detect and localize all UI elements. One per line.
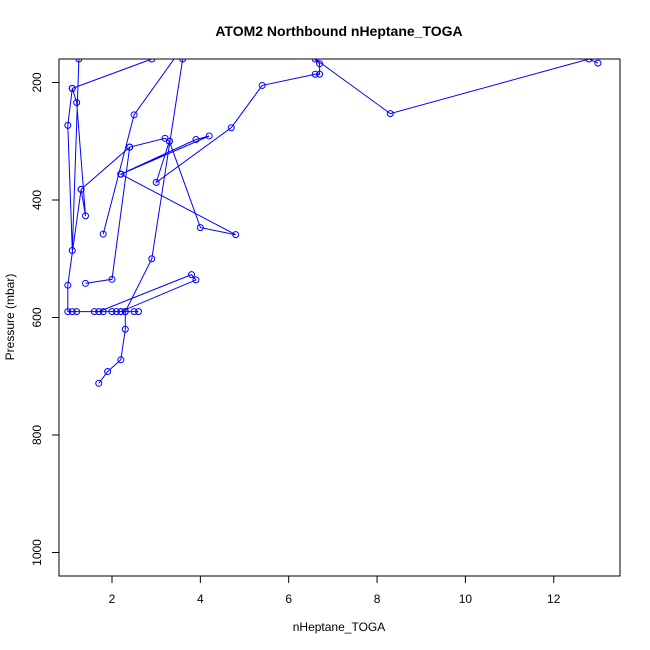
data-point: [95, 379, 103, 387]
data-series: [77, 143, 134, 193]
data-point: [121, 308, 129, 316]
data-point: [179, 59, 187, 63]
data-series: [68, 59, 156, 92]
data-point: [232, 231, 240, 239]
data-point: [68, 247, 76, 255]
data-point: [117, 170, 125, 178]
data-point: [126, 143, 134, 151]
x-tick-label: 8: [374, 592, 381, 606]
plot-area: [64, 59, 602, 387]
data-point: [386, 110, 394, 118]
data-point: [130, 308, 138, 316]
data-point: [95, 308, 103, 316]
data-series: [121, 59, 187, 316]
data-point: [82, 212, 90, 220]
y-tick-label: 800: [30, 425, 44, 445]
data-point: [104, 368, 112, 376]
series-line: [72, 59, 152, 89]
data-point: [135, 308, 143, 316]
data-point: [192, 135, 200, 143]
data-point: [68, 308, 76, 316]
data-point: [108, 275, 116, 283]
data-point: [192, 276, 200, 284]
data-point: [121, 325, 129, 333]
data-point: [77, 185, 85, 193]
data-series: [64, 59, 143, 387]
x-tick-label: 12: [547, 592, 561, 606]
data-point: [258, 81, 266, 89]
data-series: [82, 59, 324, 287]
data-point: [148, 255, 156, 263]
data-point: [64, 281, 72, 289]
data-point: [585, 59, 593, 63]
data-point: [73, 98, 81, 106]
data-point: [75, 59, 83, 63]
series-line: [124, 59, 184, 312]
y-axis: 200 400 600 800 1000: [30, 72, 59, 566]
data-point: [117, 356, 125, 364]
series-line: [98, 274, 197, 313]
x-tick-label: 2: [109, 592, 116, 606]
data-point: [196, 224, 204, 232]
data-point: [316, 60, 324, 68]
series-line: [119, 135, 236, 236]
series-line: [80, 146, 131, 190]
series-line: [67, 59, 139, 384]
data-point: [68, 84, 76, 92]
y-tick-label: 1000: [30, 539, 44, 566]
data-point: [152, 178, 160, 186]
data-point: [227, 124, 235, 132]
series-line: [102, 59, 175, 235]
y-tick-label: 400: [30, 190, 44, 210]
data-point: [594, 59, 602, 67]
data-point: [316, 70, 324, 78]
data-point: [130, 111, 138, 119]
data-point: [64, 308, 72, 316]
data-point: [90, 308, 98, 316]
x-tick-label: 4: [197, 592, 204, 606]
data-point: [148, 59, 156, 63]
plot-frame: [58, 58, 621, 577]
data-point: [205, 132, 213, 140]
series-line: [85, 59, 321, 284]
data-series: [288, 59, 602, 118]
data-point: [188, 271, 196, 279]
x-axis: 2 4 6 8 10 12: [109, 576, 561, 606]
x-tick-label: 6: [285, 592, 292, 606]
data-series: [95, 271, 200, 316]
data-series: [99, 59, 175, 238]
chart-title: ATOM2 Northbound nHeptane_TOGA: [215, 23, 462, 39]
data-point: [112, 308, 120, 316]
data-point: [311, 59, 319, 63]
data-point: [99, 308, 107, 316]
data-point: [117, 308, 125, 316]
y-axis-label: Pressure (mbar): [3, 274, 17, 361]
y-tick-label: 600: [30, 307, 44, 327]
data-point: [311, 70, 319, 78]
x-tick-label: 10: [459, 592, 473, 606]
data-point: [108, 308, 116, 316]
data-point: [64, 121, 72, 129]
data-point: [73, 308, 81, 316]
data-series: [117, 132, 240, 239]
data-point: [99, 230, 107, 238]
data-point: [82, 279, 90, 287]
x-axis-label: nHeptane_TOGA: [293, 620, 386, 634]
series-line: [288, 59, 599, 115]
y-tick-label: 200: [30, 72, 44, 92]
